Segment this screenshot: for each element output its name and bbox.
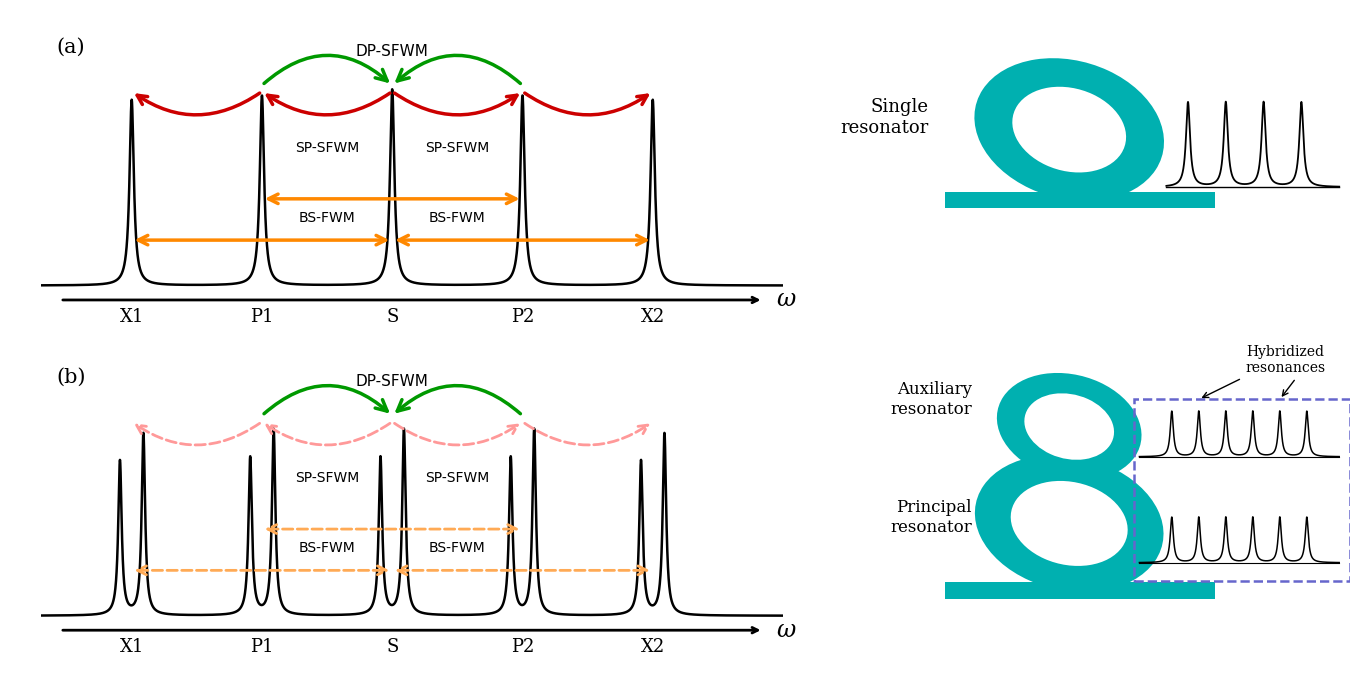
Ellipse shape: [996, 373, 1142, 480]
FancyArrowPatch shape: [525, 423, 648, 445]
Ellipse shape: [1012, 87, 1126, 173]
Text: BS-FWM: BS-FWM: [429, 541, 486, 555]
Text: SP-SFWM: SP-SFWM: [294, 471, 359, 485]
FancyArrowPatch shape: [265, 55, 387, 83]
FancyArrowPatch shape: [267, 525, 517, 533]
Text: SP-SFWM: SP-SFWM: [425, 141, 490, 155]
Text: SP-SFWM: SP-SFWM: [425, 471, 490, 485]
Text: ω: ω: [776, 288, 795, 312]
FancyArrowPatch shape: [138, 566, 386, 574]
FancyArrowPatch shape: [394, 423, 517, 445]
FancyArrowPatch shape: [138, 93, 259, 115]
Text: X1: X1: [120, 308, 144, 326]
Ellipse shape: [1025, 394, 1114, 460]
Text: Single
resonator: Single resonator: [841, 98, 929, 137]
Text: P2: P2: [510, 638, 535, 656]
Text: DP-SFWM: DP-SFWM: [356, 44, 429, 59]
Text: BS-FWM: BS-FWM: [298, 541, 355, 555]
FancyArrowPatch shape: [267, 93, 390, 115]
Text: DP-SFWM: DP-SFWM: [356, 374, 429, 389]
FancyArrowPatch shape: [138, 235, 386, 245]
Text: Hybridized
resonances: Hybridized resonances: [1245, 345, 1326, 375]
Text: Principal
resonator: Principal resonator: [890, 499, 972, 536]
FancyArrowPatch shape: [398, 566, 647, 574]
FancyArrowPatch shape: [394, 93, 517, 115]
FancyArrowPatch shape: [397, 385, 520, 413]
FancyArrowPatch shape: [398, 235, 647, 245]
Ellipse shape: [975, 455, 1164, 592]
FancyArrowPatch shape: [136, 423, 259, 445]
Text: SP-SFWM: SP-SFWM: [294, 141, 359, 155]
Ellipse shape: [975, 58, 1164, 201]
Text: BS-FWM: BS-FWM: [429, 211, 486, 225]
Text: X1: X1: [120, 638, 144, 656]
Text: BS-FWM: BS-FWM: [298, 211, 355, 225]
Text: ω: ω: [776, 619, 795, 642]
Text: P1: P1: [250, 308, 274, 326]
Text: S: S: [386, 308, 398, 326]
Text: (a): (a): [57, 38, 85, 57]
FancyArrowPatch shape: [397, 55, 520, 83]
FancyArrowPatch shape: [525, 93, 647, 115]
Bar: [945, 192, 1215, 208]
Bar: [945, 583, 1215, 599]
Text: S: S: [386, 638, 398, 656]
FancyArrowPatch shape: [269, 194, 516, 204]
Ellipse shape: [1011, 481, 1127, 566]
FancyArrowPatch shape: [267, 423, 390, 445]
Text: Auxiliary
resonator: Auxiliary resonator: [890, 381, 972, 418]
Text: P1: P1: [250, 638, 274, 656]
FancyArrowPatch shape: [265, 385, 387, 413]
Text: P2: P2: [510, 308, 535, 326]
Text: X2: X2: [641, 308, 664, 326]
Text: (b): (b): [57, 368, 85, 387]
Text: X2: X2: [641, 638, 664, 656]
